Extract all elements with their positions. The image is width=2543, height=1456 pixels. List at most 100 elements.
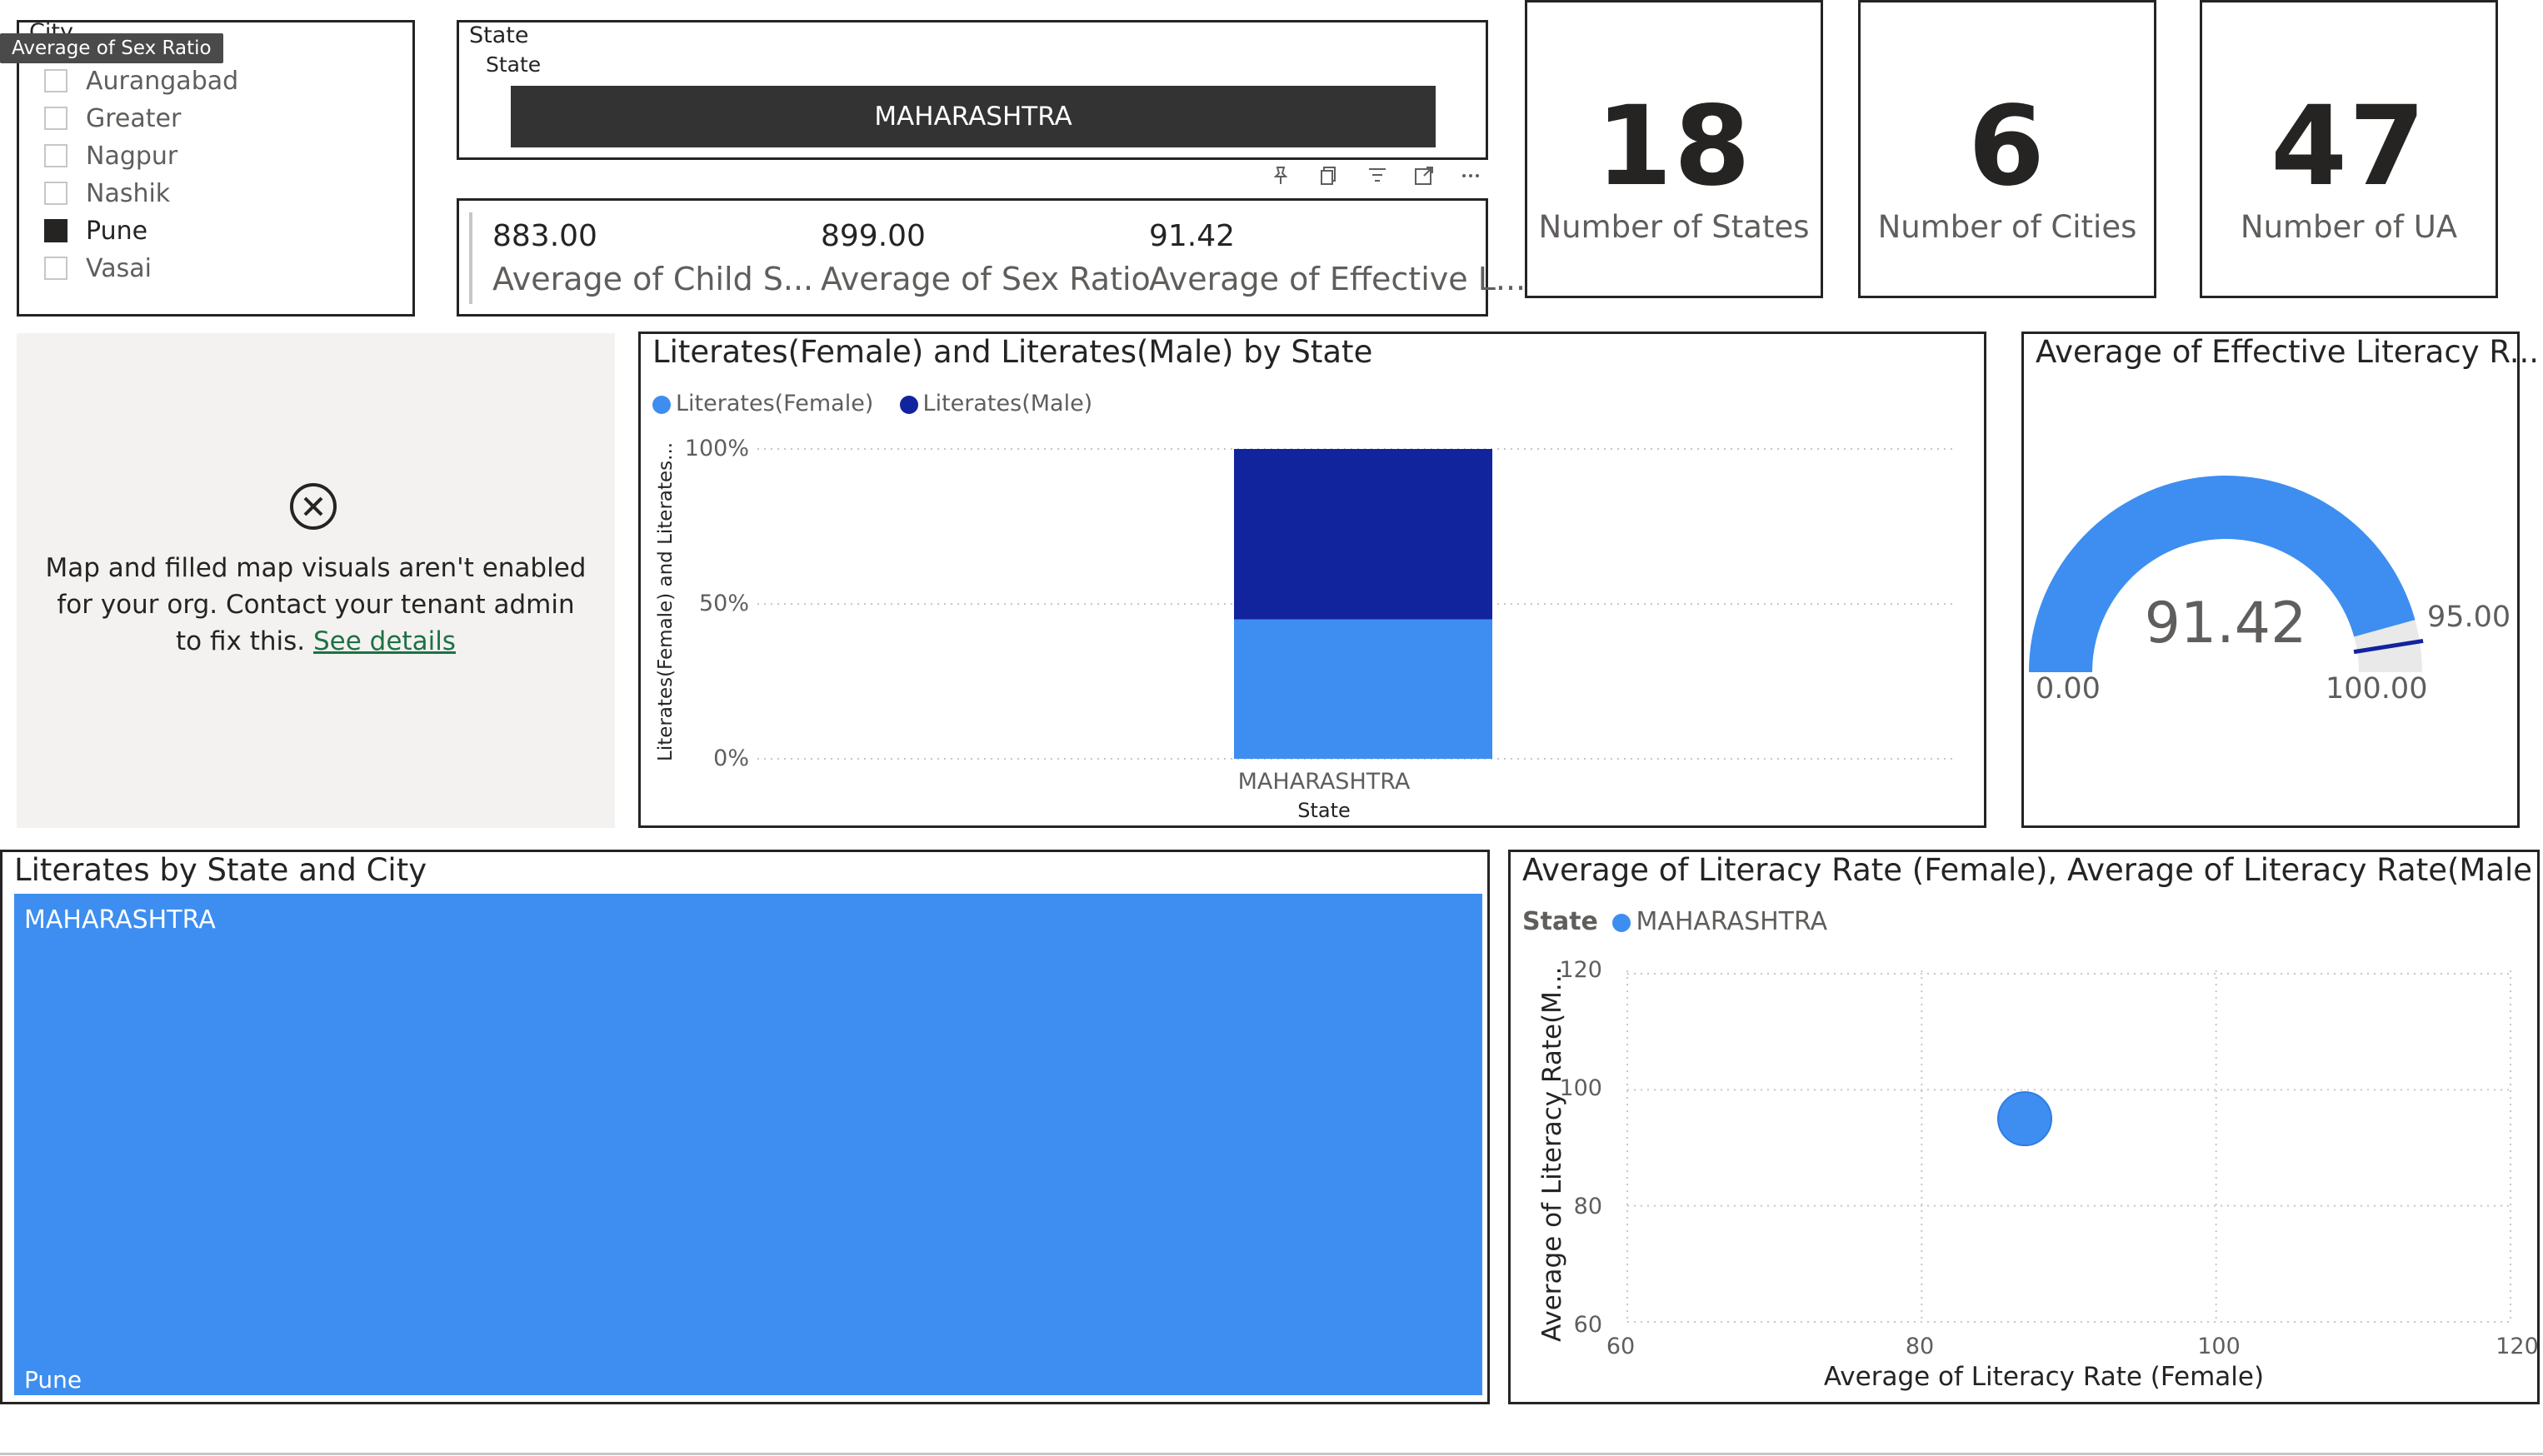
- scatter-x-axis-title: Average of Literacy Rate (Female): [1823, 1362, 2265, 1392]
- city-option-aurangabad[interactable]: Aurangabad: [44, 64, 238, 97]
- treemap-group-label: MAHARASHTRA: [24, 905, 216, 935]
- treemap-tile-label: Pune: [24, 1366, 82, 1394]
- chart-legend: Literates(Female) Literates(Male): [652, 391, 1092, 416]
- scatter-y-tick: 80: [1573, 1194, 1602, 1219]
- see-details-link[interactable]: See details: [313, 626, 456, 656]
- city-option-label: Aurangabad: [86, 66, 239, 96]
- kpi-number-of-ua: 47 Number of UA: [2200, 0, 2498, 298]
- city-checkbox[interactable]: [44, 144, 67, 167]
- card-value-sex-ratio: 899.00: [821, 219, 926, 253]
- scatter-title: Average of Literacy Rate (Female), Avera…: [1522, 852, 2531, 888]
- pin-icon[interactable]: [1270, 165, 1291, 187]
- scatter-x-tick: 60: [1606, 1334, 1636, 1359]
- scatter-plot-area: [1626, 970, 2511, 1323]
- city-option-greater[interactable]: Greater: [44, 102, 181, 135]
- kpi-value: 18: [1596, 82, 1752, 211]
- visual-header-toolbar: [1258, 0, 1491, 200]
- city-option-nagpur[interactable]: Nagpur: [44, 139, 177, 172]
- legend-swatch-female: [652, 395, 671, 414]
- gauge-title: Average of Effective Literacy R...: [2036, 334, 2540, 370]
- treemap-title: Literates by State and City: [14, 852, 427, 888]
- scatter-y-tick: 100: [1559, 1075, 1602, 1101]
- x-tick-label: MAHARASHTRA: [1237, 769, 1411, 795]
- scatter-legend: State MAHARASHTRA: [1522, 907, 1827, 936]
- bar-segment-female[interactable]: [1234, 619, 1492, 759]
- kpi-value: 47: [2271, 82, 2427, 211]
- city-option-label: Nagpur: [86, 141, 178, 171]
- city-option-vasai[interactable]: Vasai: [44, 252, 152, 285]
- city-checkbox[interactable]: [44, 219, 67, 242]
- kpi-number-of-cities: 6 Number of Cities: [1858, 0, 2156, 298]
- scatter-legend-item: MAHARASHTRA: [1636, 907, 1828, 936]
- gauge-value: 91.42: [2144, 591, 2307, 656]
- gauge-target-label: 95.00: [2427, 601, 2511, 634]
- bar-segment-male[interactable]: [1234, 449, 1492, 620]
- gauge-fill: [2029, 476, 2416, 672]
- card-value-child-sex-ratio: 883.00: [492, 219, 597, 253]
- city-checkbox[interactable]: [44, 107, 67, 130]
- y-axis-title: Literates(Female) and Literates...: [655, 441, 677, 761]
- gauge-target-marker: [2353, 638, 2424, 655]
- copy-icon[interactable]: [1318, 165, 1340, 187]
- legend-label-male: Literates(Male): [922, 391, 1093, 416]
- treemap-tile-pune[interactable]: MAHARASHTRA Pune: [14, 894, 1482, 1395]
- y-tick-label: 0%: [713, 745, 749, 771]
- scatter-x-tick: 80: [1905, 1334, 1935, 1359]
- scatter-point-maharashtra[interactable]: [1997, 1091, 2052, 1147]
- city-option-pune[interactable]: Pune: [44, 214, 147, 247]
- city-option-label: Vasai: [86, 253, 152, 283]
- map-message-line2: for your org. Contact your tenant admin: [57, 590, 575, 620]
- state-slicer-header: State: [469, 22, 529, 48]
- gauge-arc: [2029, 476, 2424, 672]
- state-slicer-subheader: State: [486, 52, 542, 77]
- kpi-label: Number of States: [1538, 209, 1810, 245]
- city-checkbox[interactable]: [44, 69, 67, 92]
- city-slicer: City Aurangabad Greater Nagpur Nashik Pune Va…: [17, 19, 415, 317]
- city-option-label: Pune: [86, 216, 148, 246]
- filter-icon[interactable]: [1366, 165, 1388, 187]
- city-checkbox[interactable]: [44, 257, 67, 280]
- kpi-number-of-states: 18 Number of States: [1525, 0, 1823, 298]
- card-label-child-sex-ratio: Average of Child S...: [492, 261, 814, 297]
- legend-swatch-maharashtra: [1612, 913, 1631, 932]
- tooltip: Average of Sex Ratio: [0, 33, 223, 63]
- focus-icon[interactable]: [1413, 165, 1435, 187]
- canvas-bottom-border: [0, 1453, 2543, 1455]
- city-option-label: Greater: [86, 103, 182, 133]
- scatter-legend-title: State: [1522, 907, 1598, 936]
- state-tile-label: MAHARASHTRA: [874, 102, 1072, 132]
- x-axis-title: State: [1297, 799, 1351, 822]
- kpi-label: Number of Cities: [1877, 209, 2137, 245]
- y-tick-label: 50%: [698, 591, 749, 616]
- map-message-line1: Map and filled map visuals aren't enable…: [45, 553, 587, 583]
- map-disabled-placeholder: Map and filled map visuals aren't enable…: [17, 333, 615, 828]
- kpi-value: 6: [1968, 82, 2046, 211]
- more-options-icon[interactable]: [1460, 165, 1481, 187]
- card-label-effective-literacy: Average of Effective L...: [1149, 261, 1526, 297]
- legend-swatch-male: [899, 395, 918, 414]
- scatter-y-tick: 120: [1559, 957, 1602, 983]
- scatter-y-tick: 60: [1573, 1312, 1602, 1338]
- map-message-line3: to fix this.: [176, 626, 306, 656]
- card-accent-bar: [469, 212, 472, 304]
- chart-title: Literates(Female) and Literates(Male) by…: [652, 334, 1373, 370]
- gauge-min-label: 0.00: [2036, 672, 2101, 706]
- scatter-y-axis-title: Average of Literacy Rate(M...: [1537, 966, 1567, 1342]
- error-circle-icon: [290, 483, 337, 530]
- legend-label-female: Literates(Female): [676, 391, 874, 416]
- state-tile-maharashtra[interactable]: MAHARASHTRA: [511, 86, 1436, 147]
- scatter-x-tick: 120: [2496, 1334, 2539, 1359]
- scatter-visual: Average of Literacy Rate (Female), Avera…: [1508, 850, 2540, 1404]
- city-checkbox[interactable]: [44, 182, 67, 205]
- card-value-effective-literacy: 91.42: [1149, 219, 1236, 253]
- multi-row-card: 883.00 Average of Child S... 899.00 Aver…: [457, 198, 1526, 317]
- gauge-max-label: 100.00: [2326, 672, 2428, 706]
- treemap-visual: Literates by State and City MAHARASHTRA …: [0, 850, 1490, 1404]
- stacked-bar-chart: Literates(Female) and Literates(Male) by…: [638, 332, 1986, 828]
- kpi-label: Number of UA: [2240, 209, 2458, 245]
- card-label-sex-ratio: Average of Sex Ratio: [821, 261, 1151, 297]
- city-option-nashik[interactable]: Nashik: [44, 177, 170, 210]
- state-slicer: State State MAHARASHTRA: [457, 20, 1488, 160]
- scatter-x-tick: 100: [2197, 1334, 2241, 1359]
- city-option-label: Nashik: [86, 178, 171, 208]
